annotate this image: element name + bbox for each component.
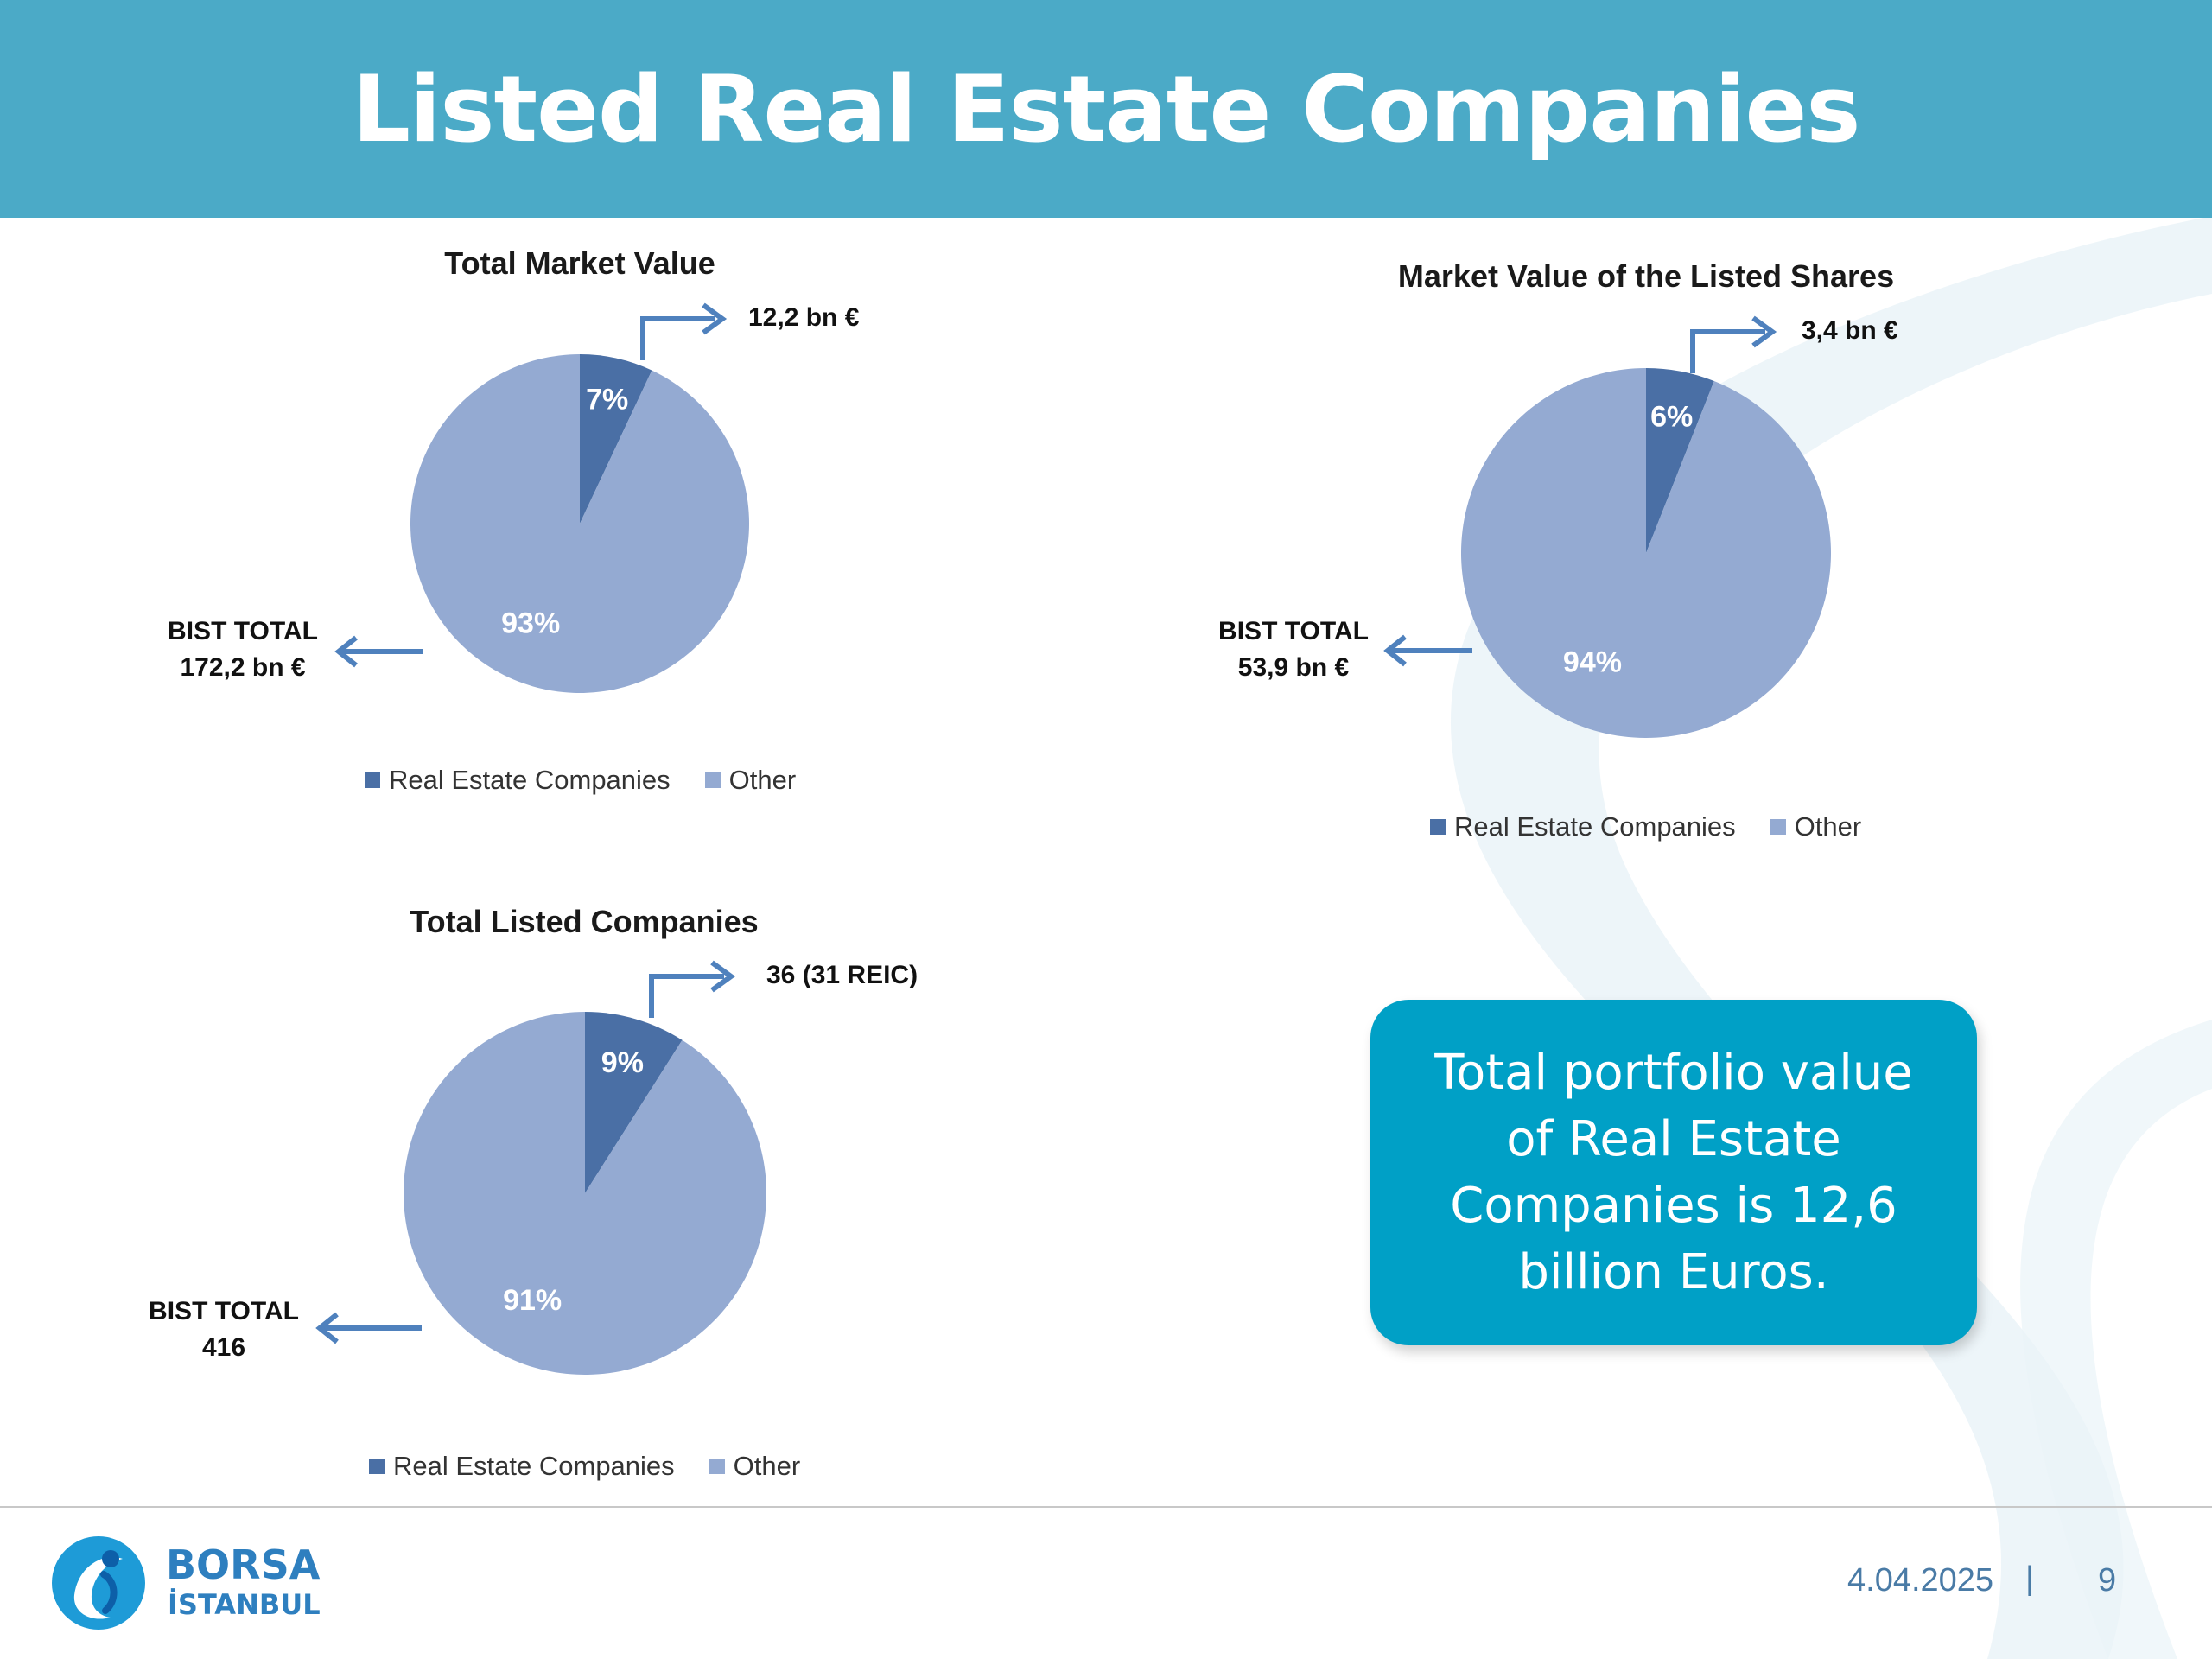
legend-item-real-estate: Real Estate Companies (365, 765, 671, 796)
legend-swatch-real-estate (369, 1459, 385, 1474)
portfolio-callout: Total portfolio value of Real Estate Com… (1370, 1000, 1977, 1345)
pie-slice-real-estate (1646, 368, 1714, 553)
legend-swatch-real-estate (1430, 819, 1446, 835)
legend-item-real-estate: Real Estate Companies (1430, 811, 1736, 842)
pie-chart-1: 7% 93% (410, 354, 749, 693)
chart-1-total-label: BIST TOTAL 172,2 bn € (168, 613, 318, 686)
legend-label: Other (1794, 811, 1862, 842)
pie-slice-other (410, 354, 749, 693)
chart-3-title: Total Listed Companies (410, 904, 759, 939)
data-label-other: 91% (503, 1284, 562, 1317)
legend-swatch-other (704, 772, 721, 788)
chart-2-total-label: BIST TOTAL 53,9 bn € (1218, 613, 1369, 686)
data-label-real-estate: 6% (1650, 400, 1693, 433)
data-label-real-estate: 7% (586, 383, 628, 416)
pie-slice-real-estate (580, 354, 652, 524)
chart-1-title: Total Market Value (444, 245, 715, 281)
segment-arrow-3 (649, 960, 736, 1018)
chart-3-segment-value: 36 (31 REIC) (766, 961, 918, 989)
data-label-other: 93% (501, 607, 560, 640)
footer-date: 4.04.2025 (1847, 1562, 1994, 1599)
segment-arrow-1 (640, 302, 728, 360)
header-bar (0, 0, 2212, 218)
chart-1-total-line1: BIST TOTAL (168, 617, 318, 645)
pie-chart-2: 6% 94% (1461, 368, 1831, 738)
chart-2-legend: Real Estate Companies Other (1430, 811, 1861, 842)
logo-mark-icon (52, 1536, 145, 1630)
legend-label: Real Estate Companies (389, 765, 671, 795)
page-title: Listed Real Estate Companies (352, 55, 1860, 162)
legend-item-real-estate: Real Estate Companies (369, 1451, 675, 1482)
pie-slice-other (1461, 368, 1831, 738)
pie-slice-real-estate (585, 1012, 683, 1193)
chart-1-legend: Real Estate Companies Other (365, 765, 796, 796)
legend-item-other: Other (1770, 811, 1862, 842)
chart-2-segment-value: 3,4 bn € (1802, 316, 1898, 345)
footer-divider (0, 1506, 2212, 1508)
legend-item-other: Other (709, 1451, 801, 1482)
footer-separator: | (2025, 1560, 2034, 1597)
pie-chart-3: 9% 91% (403, 1012, 766, 1375)
chart-3-legend: Real Estate Companies Other (369, 1451, 800, 1482)
data-label-real-estate: 9% (601, 1046, 644, 1079)
chart-2-title: Market Value of the Listed Shares (1397, 258, 1895, 294)
legend-swatch-real-estate (365, 772, 380, 788)
total-arrow-2 (1383, 634, 1472, 667)
chart-2-total-line2: 53,9 bn € (1237, 653, 1350, 682)
borsa-istanbul-logo: BORSA İSTANBUL (48, 1533, 325, 1633)
logo-line1: BORSA (166, 1541, 321, 1588)
chart-3-total-line1: BIST TOTAL (149, 1297, 299, 1325)
callout-text: Total portfolio value of Real Estate Com… (1434, 1045, 1913, 1300)
chart-1-segment-value: 12,2 bn € (748, 303, 860, 332)
segment-arrow-2 (1690, 315, 1777, 373)
pie-slice-other (403, 1012, 766, 1375)
chart-2-total-line1: BIST TOTAL (1218, 617, 1369, 645)
total-arrow-1 (334, 635, 423, 668)
legend-label: Real Estate Companies (393, 1451, 675, 1481)
logo-line2: İSTANBUL (168, 1588, 321, 1621)
chart-1-total-line2: 172,2 bn € (180, 653, 306, 682)
legend-swatch-other (709, 1459, 725, 1474)
chart-3-total-line2: 416 (201, 1333, 246, 1362)
legend-label: Other (733, 1451, 801, 1481)
legend-item-other: Other (704, 765, 797, 796)
legend-label: Real Estate Companies (1454, 811, 1736, 842)
page-number: 9 (2098, 1562, 2117, 1599)
total-arrow-3 (315, 1312, 422, 1344)
data-label-other: 94% (1563, 645, 1622, 678)
legend-label: Other (728, 765, 797, 795)
chart-3-total-label: BIST TOTAL 416 (149, 1294, 299, 1366)
legend-swatch-other (1770, 819, 1786, 835)
